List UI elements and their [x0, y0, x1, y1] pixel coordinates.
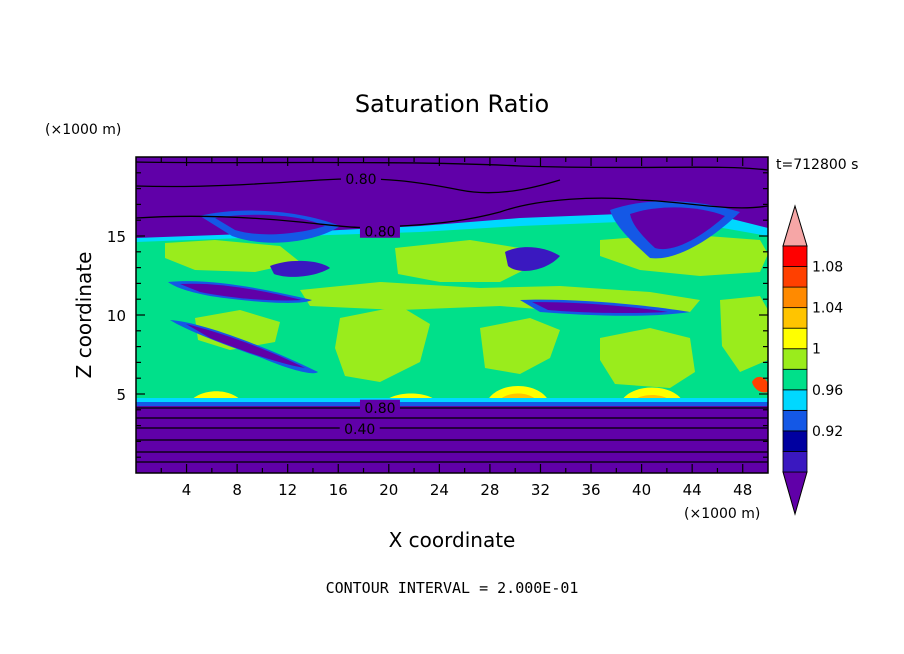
colorbar-tick-label: 1.08 — [812, 260, 843, 276]
contour-interval-label: CONTOUR INTERVAL = 2.000E-01 — [326, 579, 579, 597]
contour-line — [136, 161, 768, 171]
x-units-label: (×1000 m) — [684, 506, 760, 522]
dry-filament — [532, 302, 668, 314]
contour-label-background — [340, 170, 381, 186]
contour-lines — [136, 161, 768, 463]
dry-filament — [505, 247, 560, 271]
x-tick-label: 48 — [733, 481, 752, 499]
red-spot — [752, 376, 768, 393]
contour-label: 0.80 — [345, 172, 376, 188]
contour-labels: 0.80 0.80 0.80 0.40 — [339, 170, 400, 438]
x-tick-label: 32 — [531, 481, 550, 499]
colorbar-tick-label: 1.04 — [812, 301, 843, 317]
colorbar-swatch — [782, 286, 808, 309]
x-tick-label: 20 — [379, 481, 398, 499]
x-axis-label: X coordinate — [389, 528, 516, 552]
colorbar-underflow-triangle — [782, 471, 808, 516]
saturation-field — [136, 157, 768, 473]
y-tick-label: 15 — [107, 228, 126, 246]
contour-line — [136, 197, 768, 229]
x-tick-label: 12 — [278, 481, 297, 499]
colorbar-swatch — [782, 266, 808, 288]
x-tick-label: 16 — [329, 481, 348, 499]
colorbar-swatch — [782, 245, 808, 267]
colorbar-overflow-triangle — [782, 204, 808, 247]
lime-patch — [600, 328, 695, 388]
lime-patch — [395, 240, 540, 282]
x-tick-label: 36 — [581, 481, 600, 499]
contour-label: 0.80 — [364, 401, 395, 417]
colorbar-tick-label: 0.96 — [812, 383, 843, 399]
x-tick-label: 40 — [632, 481, 651, 499]
dry-filament — [186, 324, 305, 368]
colorbar-swatch — [782, 307, 808, 329]
y-axis: 5 10 15 — [107, 172, 768, 458]
lime-patch — [480, 318, 560, 374]
colorbar-swatch — [782, 368, 808, 391]
x-tick-label: 4 — [182, 481, 192, 499]
lime-patch — [720, 296, 768, 372]
x-tick-label: 44 — [683, 481, 702, 499]
colorbar-swatch — [782, 348, 808, 370]
contour-label: 0.80 — [364, 224, 395, 240]
colorbar-swatch — [782, 327, 808, 350]
y-units-label: (×1000 m) — [45, 122, 121, 138]
y-tick-label: 10 — [107, 307, 126, 325]
contour-label-background — [339, 420, 380, 436]
dry-filament — [630, 207, 725, 250]
x-axis: 4 8 12 16 20 24 28 32 36 40 44 48 — [160, 157, 752, 499]
dry-filament — [270, 260, 330, 277]
contour-label: 0.40 — [344, 422, 375, 438]
contour-label-background — [359, 399, 400, 415]
x-tick-label: 24 — [430, 481, 449, 499]
x-tick-label: 8 — [232, 481, 242, 499]
colorbar: 0.92 0.96 1 1.04 1.08 — [782, 204, 843, 516]
colorbar-tick-label: 0.92 — [812, 424, 843, 440]
blue-edge — [136, 402, 768, 406]
lime-patch — [165, 240, 300, 272]
colorbar-swatch — [782, 451, 808, 473]
x-tick-label: 28 — [480, 481, 499, 499]
y-tick-label: 5 — [116, 386, 126, 404]
colorbar-tick-label: 1 — [812, 342, 821, 358]
lime-patch — [335, 306, 430, 382]
dry-filament — [215, 214, 325, 235]
chart-title: Saturation Ratio — [355, 90, 549, 118]
contour-label-background — [359, 222, 400, 238]
y-axis-label: Z coordinate — [72, 252, 96, 379]
colorbar-swatch — [782, 409, 808, 432]
dry-filament — [180, 283, 302, 301]
time-label: t=712800 s — [776, 157, 858, 173]
colorbar-swatch — [782, 430, 808, 452]
colorbar-swatch — [782, 389, 808, 411]
